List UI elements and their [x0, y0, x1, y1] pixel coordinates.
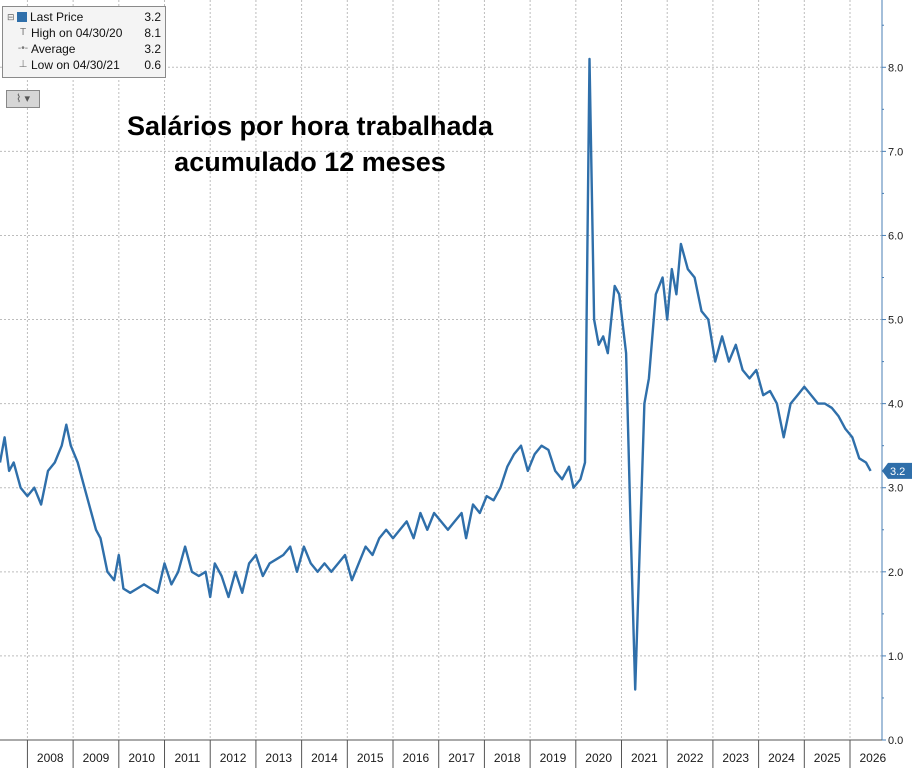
collapse-icon[interactable]: ⊟: [7, 12, 15, 22]
series-layer: [0, 57, 872, 691]
legend-label: Average: [31, 42, 76, 56]
legend-row-high: T High on 04/30/20 8.1: [7, 25, 161, 41]
low-marker-icon: ⊥: [18, 59, 28, 70]
last-value-badge: 3.2: [882, 462, 912, 479]
x-tick-label: 2008: [37, 751, 64, 765]
x-tick-label: 2013: [265, 751, 292, 765]
x-tick-label: 2019: [540, 751, 567, 765]
legend-row-average: -•- Average 3.2: [7, 41, 161, 57]
x-tick-label: 2010: [128, 751, 155, 765]
axes: [0, 0, 886, 768]
y-tick-label: 5.0: [888, 315, 903, 327]
y-tick-label: 3.0: [888, 483, 903, 495]
x-tick-label: 2025: [814, 751, 841, 765]
x-tick-label: 2023: [722, 751, 749, 765]
y-tick-label: 8.0: [888, 62, 903, 74]
legend-value: 8.1: [144, 26, 161, 40]
tick-labels: 0.0 1.0 2.0 3.0 4.0 5.0 6.0 7.0 8.0 2008 2009 2010 2…: [37, 62, 912, 765]
x-tick-label: 2009: [83, 751, 110, 765]
x-tick-label: 2018: [494, 751, 521, 765]
legend-value: 3.2: [144, 10, 161, 24]
x-tick-label: 2016: [403, 751, 430, 765]
chart-title-line-2: acumulado 12 meses: [174, 147, 446, 177]
badge-shape: [882, 462, 912, 479]
series-swatch: [17, 12, 27, 22]
legend-label: Last Price: [30, 10, 84, 24]
chart-title: Salários por hora trabalhada acumulado 1…: [60, 108, 560, 180]
y-tick-label: 6.0: [888, 230, 903, 242]
line-chart-icon: ⌇ ▾: [16, 93, 30, 105]
legend-row-low: ⊥ Low on 04/30/21 0.6: [7, 57, 161, 73]
legend-box[interactable]: ⊟ Last Price 3.2 T High on 04/30/20 8.1 …: [2, 6, 166, 78]
y-tick-label: 7.0: [888, 146, 903, 158]
gridlines: [0, 0, 882, 741]
x-tick-label: 2014: [311, 751, 338, 765]
chart-title-line-1: Salários por hora trabalhada: [126, 111, 494, 141]
x-tick-label: 2026: [860, 751, 887, 765]
y-tick-label: 2.0: [888, 567, 903, 579]
legend-label: Low on 04/30/21: [31, 58, 120, 72]
y-tick-label: 0.0: [888, 735, 903, 747]
legend-value: 3.2: [144, 42, 161, 56]
x-tick-label: 2012: [220, 751, 247, 765]
x-tick-label: 2011: [174, 751, 200, 765]
x-tick-label: 2024: [768, 751, 795, 765]
y-tick-label: 1.0: [888, 651, 903, 663]
x-tick-label: 2015: [357, 751, 384, 765]
legend-value: 0.6: [144, 58, 161, 72]
x-tick-label: 2022: [677, 751, 704, 765]
high-marker-icon: T: [19, 27, 27, 38]
x-tick-label: 2017: [448, 751, 475, 765]
chart-type-button[interactable]: ⌇ ▾: [6, 90, 40, 108]
average-marker-icon: -•-: [17, 43, 29, 54]
legend-row-last-price: ⊟ Last Price 3.2: [7, 9, 161, 25]
x-tick-label: 2021: [631, 751, 658, 765]
x-tick-label: 2020: [585, 751, 612, 765]
series-line: [0, 57, 872, 691]
legend-label: High on 04/30/20: [31, 26, 123, 40]
last-value-label: 3.2: [890, 466, 905, 478]
y-tick-label: 4.0: [888, 399, 903, 411]
